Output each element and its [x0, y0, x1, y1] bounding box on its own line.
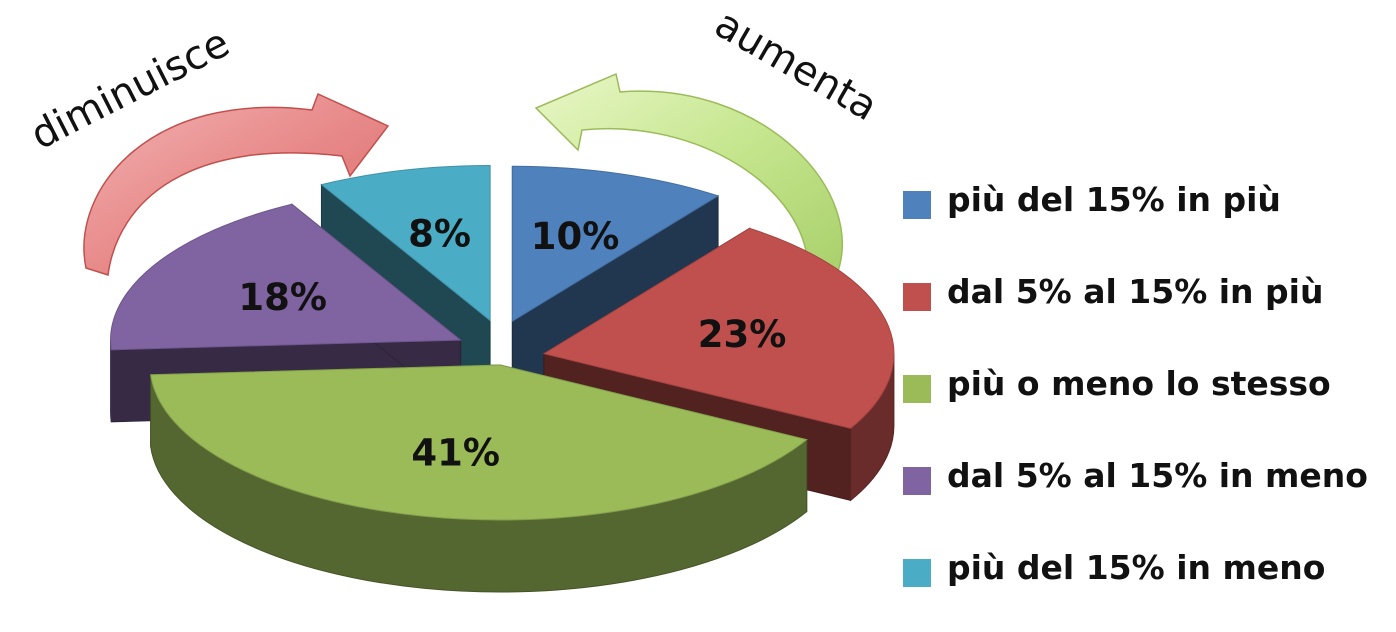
- data-label-piu-del-15-in-meno: 8%: [408, 212, 471, 255]
- pie-chart: diminuisce aumenta 10% 23% 41% 18% 8% più del…: [24, 1, 1368, 593]
- legend-swatch: [903, 191, 931, 219]
- legend-item: più o meno lo stesso: [903, 356, 1393, 448]
- legend-item: più del 15% in meno: [903, 540, 1393, 632]
- legend-label: dal 5% al 15% in più: [947, 272, 1324, 311]
- legend-label: più del 15% in meno: [947, 548, 1326, 587]
- legend-swatch: [903, 559, 931, 587]
- legend: più del 15% in più dal 5% al 15% in più …: [903, 172, 1393, 632]
- legend-label: più o meno lo stesso: [947, 364, 1331, 403]
- legend-label: dal 5% al 15% in meno: [947, 456, 1368, 495]
- data-label-piu-del-15-in-piu: 10%: [531, 215, 620, 258]
- legend-swatch: [903, 467, 931, 495]
- pie-chart-svg: diminuisce aumenta 10%23%41%18%8%: [24, 1, 895, 593]
- data-label-dal-5-al-15-in-piu: 23%: [698, 313, 787, 356]
- legend-item: dal 5% al 15% in meno: [903, 448, 1393, 540]
- data-label-piu-o-meno-lo-stesso: 41%: [411, 432, 500, 475]
- pie-slice-piu-o-meno-lo-stesso: [150, 364, 808, 593]
- legend-swatch: [903, 375, 931, 403]
- curved-arrow-left-icon: [83, 92, 390, 276]
- data-label-dal-5-al-15-in-meno: 18%: [238, 276, 327, 319]
- legend-swatch: [903, 283, 931, 311]
- legend-item: dal 5% al 15% in più: [903, 264, 1393, 356]
- legend-label: più del 15% in più: [947, 180, 1281, 219]
- curved-arrow-right-icon: [534, 72, 843, 278]
- legend-item: più del 15% in più: [903, 172, 1393, 264]
